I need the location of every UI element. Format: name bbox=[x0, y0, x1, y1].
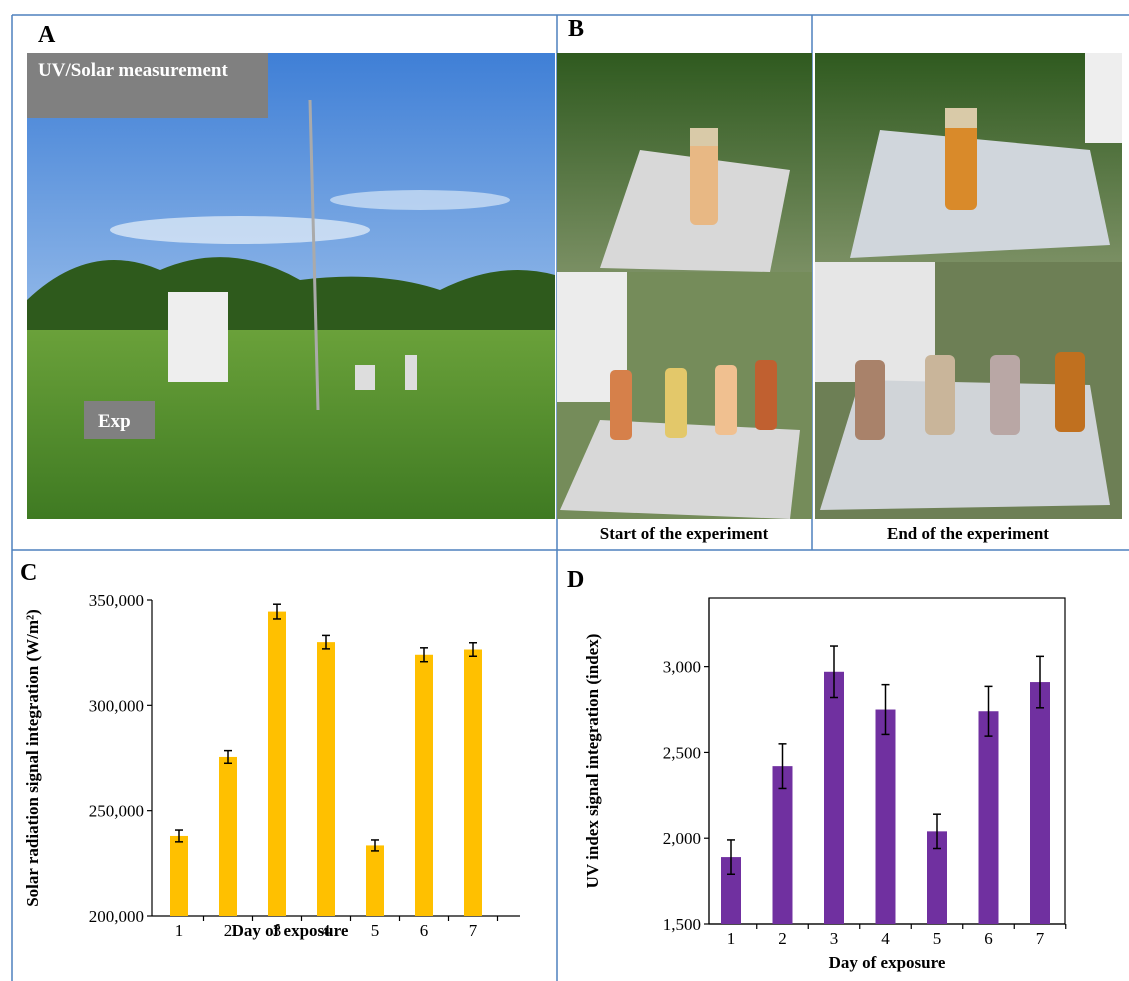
overlay-label: UV/Solar measurement bbox=[38, 60, 228, 81]
x-tick-label: 2 bbox=[778, 929, 787, 948]
y-axis-title: UV index signal integration (index) bbox=[583, 634, 602, 889]
x-tick-label: 3 bbox=[830, 929, 839, 948]
x-tick-label: 1 bbox=[727, 929, 736, 948]
caption: Start of the experiment bbox=[600, 524, 769, 543]
bar bbox=[268, 612, 286, 916]
bar bbox=[366, 845, 384, 916]
bar bbox=[979, 711, 999, 924]
bar bbox=[170, 836, 188, 916]
x-tick-label: 6 bbox=[984, 929, 993, 948]
x-axis-title: Day of exposure bbox=[232, 921, 349, 940]
y-tick-label: 3,000 bbox=[663, 658, 701, 677]
x-tick-label: 5 bbox=[933, 929, 942, 948]
figure: UV/Solar measurement Exp A B Start of th… bbox=[0, 0, 1129, 981]
y-tick-label: 250,000 bbox=[89, 802, 144, 821]
panel-label: D bbox=[567, 567, 584, 593]
x-tick-label: 5 bbox=[371, 921, 380, 940]
y-tick-label: 2,500 bbox=[663, 743, 701, 762]
x-axis-title: Day of exposure bbox=[829, 953, 946, 972]
bar bbox=[773, 766, 793, 924]
y-tick-label: 200,000 bbox=[89, 907, 144, 926]
bar bbox=[1030, 682, 1050, 924]
overlay-label: Exp bbox=[98, 411, 131, 432]
bar bbox=[317, 642, 335, 916]
panel-label: C bbox=[20, 560, 37, 586]
bar bbox=[464, 650, 482, 916]
y-axis-title: Solar radiation signal integration (W/m²… bbox=[23, 609, 42, 907]
caption: End of the experiment bbox=[887, 524, 1049, 543]
x-tick-label: 1 bbox=[175, 921, 184, 940]
bar bbox=[824, 672, 844, 924]
y-tick-label: 1,500 bbox=[663, 915, 701, 934]
y-tick-label: 300,000 bbox=[89, 696, 144, 715]
panel-label: A bbox=[38, 22, 56, 48]
photo-vials bbox=[557, 53, 1122, 519]
photo-station bbox=[27, 53, 555, 519]
bar bbox=[219, 757, 237, 916]
x-tick-label: 7 bbox=[469, 921, 478, 940]
x-tick-label: 4 bbox=[881, 929, 890, 948]
y-tick-label: 2,000 bbox=[663, 829, 701, 848]
bar bbox=[876, 710, 896, 924]
y-tick-label: 350,000 bbox=[89, 591, 144, 610]
bar bbox=[415, 655, 433, 916]
x-tick-label: 6 bbox=[420, 921, 429, 940]
x-tick-label: 7 bbox=[1036, 929, 1045, 948]
panel-label: B bbox=[568, 16, 584, 42]
